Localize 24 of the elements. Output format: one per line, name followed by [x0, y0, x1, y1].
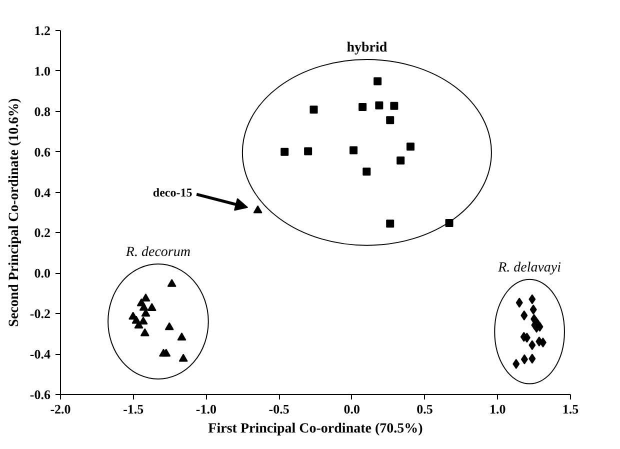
- y-tick-label: -0.6: [30, 387, 51, 402]
- x-tick-label: 0.5: [416, 402, 434, 416]
- x-tick-label: 1.5: [562, 402, 580, 416]
- annotation: deco-15: [152, 185, 192, 200]
- series-label: hybrid: [346, 40, 388, 56]
- y-tick-label: 0.0: [34, 266, 50, 281]
- x-tick-label: 1.0: [490, 402, 506, 416]
- y-tick-label: 0.4: [34, 184, 51, 200]
- y-axis-title: Second Principal Co-ordinate (10.6%): [6, 98, 22, 327]
- y-tick-label: 1.0: [34, 63, 50, 78]
- y-tick-label: 1.2: [34, 23, 50, 38]
- series-label: R. delavayi: [497, 260, 562, 276]
- x-tick-label: -1.0: [196, 402, 217, 416]
- x-tick-label: 0.0: [344, 402, 360, 416]
- y-tick-label: 0.2: [34, 225, 50, 240]
- x-tick-label: -0.5: [268, 402, 290, 416]
- y-tick-label: -0.4: [30, 346, 51, 362]
- y-tick-label: -0.2: [30, 306, 51, 322]
- series-label: R. decorum: [124, 244, 190, 260]
- x-tick-label: -2.0: [50, 402, 71, 416]
- x-axis-title: First Principal Co-ordinate (70.5%): [208, 422, 424, 436]
- y-tick-label: 0.6: [34, 144, 51, 160]
- x-tick-label: -1.5: [123, 402, 144, 416]
- y-tick-label: 0.8: [34, 104, 51, 119]
